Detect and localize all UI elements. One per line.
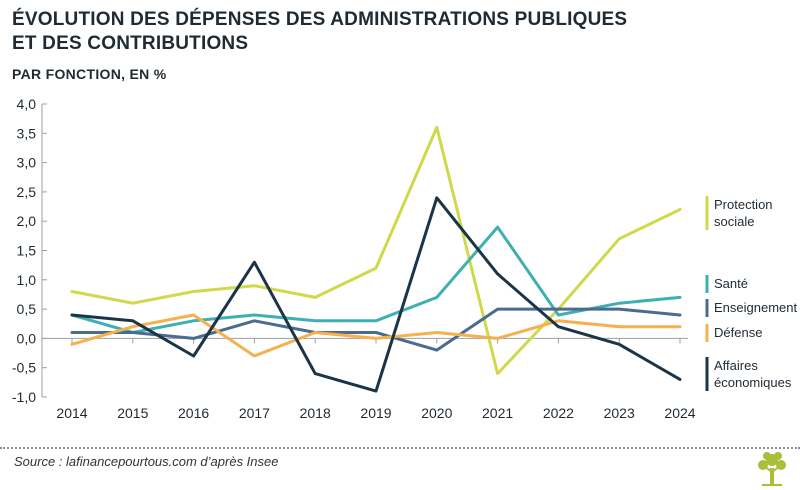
x-tick-label: 2022 [543, 405, 574, 421]
legend-label: sociale [714, 214, 754, 229]
series-line [70, 313, 682, 358]
x-tick-label: 2019 [360, 405, 391, 421]
line-chart: -1,0 -0,5 0,0 0,5 1,0 1,5 2,0 2,5 3,0 3,5 4,0 2014 2… [12, 96, 798, 421]
y-tick-label: 3,5 [17, 125, 37, 141]
legend-label: économiques [714, 375, 792, 390]
series-line [70, 196, 682, 393]
x-tick-label: 2015 [117, 405, 148, 421]
legend-label: Enseignement [714, 300, 797, 315]
x-tick-label: 2017 [239, 405, 270, 421]
x-tick-label: 2016 [178, 405, 209, 421]
chart-subtitle: PAR FONCTION, EN % [12, 66, 167, 82]
y-tick-label: 0,5 [17, 301, 37, 317]
y-tick-label: 0,0 [17, 330, 37, 346]
chart-title: Évolution des dépenses des administratio… [12, 9, 628, 54]
y-tick-label: 3,0 [17, 155, 37, 171]
x-tick-label: 2024 [664, 405, 695, 421]
source-note: Source : lafinancepourtous.com d’après I… [14, 454, 279, 469]
series-line [70, 225, 682, 334]
x-tick-label: 2020 [421, 405, 452, 421]
legend-label: Protection [714, 197, 773, 212]
y-tick-label: 1,5 [17, 243, 37, 259]
x-tick-label: 2023 [604, 405, 635, 421]
x-tick-label: 2021 [482, 405, 513, 421]
legend-label: Défense [714, 325, 762, 340]
x-tick-label: 2018 [300, 405, 331, 421]
x-tick-label: 2014 [56, 405, 87, 421]
footer-divider [0, 447, 800, 449]
y-tick-label: 2,0 [17, 213, 37, 229]
y-tick-label: 2,5 [17, 184, 37, 200]
series-line [70, 307, 682, 352]
y-tick-label: -1,0 [12, 389, 36, 405]
y-tick-label: -0,5 [12, 360, 36, 376]
tree-logo-icon [758, 452, 786, 486]
series-line [70, 125, 682, 376]
legend-label: Santé [714, 276, 748, 291]
y-tick-label: 4,0 [17, 96, 37, 112]
legend-label: Affaires [714, 358, 758, 373]
y-tick-label: 1,0 [17, 272, 37, 288]
